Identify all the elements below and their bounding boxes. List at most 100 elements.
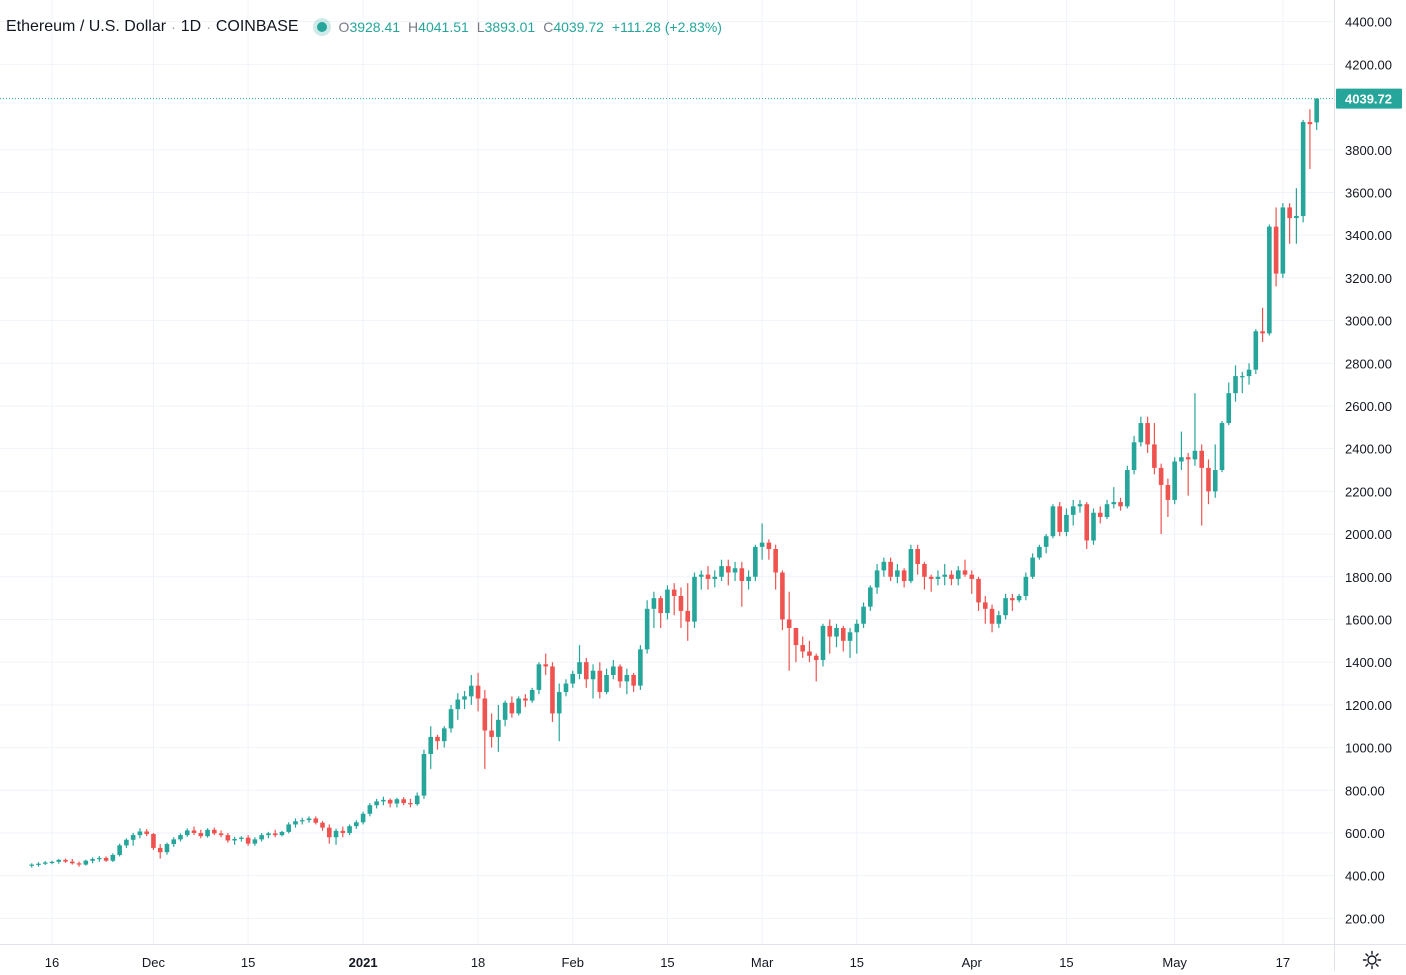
open-value: 3928.41 [349, 19, 401, 35]
candle-body [807, 651, 812, 656]
candle-body [56, 859, 62, 862]
candle-body [1145, 423, 1150, 445]
candle-body [577, 662, 582, 674]
candle-body [895, 570, 900, 577]
symbol-title[interactable]: Ethereum / U.S. Dollar [6, 18, 167, 35]
candle-body [529, 689, 535, 701]
candle-body [732, 568, 738, 573]
candle-body [408, 803, 413, 805]
candle-body [759, 542, 765, 547]
candle-body [103, 857, 109, 861]
candle-body [509, 702, 515, 714]
candle-body [469, 685, 474, 697]
candle-body [1043, 536, 1049, 547]
open-label: O [338, 19, 350, 35]
candle-body [76, 863, 82, 865]
candle-body [976, 578, 981, 603]
ohlc-high: H 4041.51 [408, 19, 469, 35]
price-tick-label: 400.00 [1345, 869, 1385, 884]
candle-body [279, 831, 285, 836]
candle-body [421, 753, 427, 796]
candle-body [1192, 450, 1198, 460]
candle-body [1064, 514, 1069, 532]
interval-label[interactable]: 1D [180, 18, 202, 35]
candle-body [631, 674, 636, 686]
price-tick-label: 4400.00 [1345, 15, 1392, 30]
price-tick-label: 4200.00 [1345, 57, 1392, 72]
candle-body [381, 799, 386, 802]
price-tick-label: 3600.00 [1345, 185, 1392, 200]
candle-body [563, 683, 569, 693]
candle-body [198, 832, 204, 837]
gear-icon[interactable] [1362, 950, 1382, 970]
candle-body [1016, 595, 1022, 601]
candle-body [949, 574, 954, 579]
candle-body [827, 625, 833, 637]
candle-body [218, 833, 224, 836]
candle-body [874, 570, 880, 588]
candle-body [989, 608, 995, 624]
candle-body [861, 606, 866, 624]
candle-body [1287, 207, 1292, 219]
candle-body [42, 862, 48, 864]
candle-body [1077, 504, 1083, 507]
candle-body [570, 673, 576, 684]
last-price-label: 4039.72 [1345, 92, 1392, 107]
high-value: 4041.51 [418, 19, 469, 35]
candle-body [435, 736, 440, 742]
ohlc-values: O 3928.41 H 4041.51 L 3893.01 C 4039.72 +111… [339, 19, 722, 35]
candle-body [901, 570, 907, 582]
candle-body [29, 864, 35, 866]
candle-body [502, 702, 508, 720]
candle-body [313, 818, 319, 823]
candle-body [766, 542, 772, 550]
candle-body [780, 572, 785, 620]
candle-body [475, 685, 481, 699]
candle-body [583, 662, 589, 680]
candle-body [1111, 502, 1117, 505]
candle-body [1030, 557, 1035, 577]
candle-body [840, 628, 846, 641]
candle-body [996, 615, 1002, 624]
candle-body [800, 645, 805, 652]
candle-body [137, 831, 143, 836]
high-label: H [408, 19, 419, 35]
candle-body [360, 813, 366, 823]
candle-body [1125, 470, 1130, 507]
candle-body [299, 820, 305, 822]
candle-body [1226, 393, 1232, 424]
candle-body [1131, 442, 1137, 471]
candle-body [739, 568, 745, 582]
candle-body [63, 859, 68, 862]
price-tick-label: 3800.00 [1345, 143, 1392, 158]
candle-body [1314, 98, 1319, 123]
low-value: 3893.01 [484, 19, 536, 35]
candle-body [942, 574, 948, 577]
candle-body [374, 801, 379, 806]
candle-body [665, 589, 670, 614]
candle-body [49, 861, 55, 864]
time-tick-label: 2021 [349, 955, 378, 970]
candle-body [1138, 423, 1144, 443]
candle-body [266, 833, 271, 836]
candle-body [1219, 423, 1225, 471]
candle-body [658, 598, 663, 614]
time-tick-label: 16 [45, 955, 59, 970]
candle-body [753, 546, 758, 577]
candle-body [387, 799, 393, 804]
candle-body [834, 628, 839, 637]
candle-body [184, 830, 190, 836]
candle-body [320, 822, 325, 828]
candle-body [1097, 512, 1103, 517]
exchange-label[interactable]: COINBASE [215, 18, 299, 35]
price-tick-label: 2600.00 [1345, 399, 1392, 414]
price-tick-label: 2200.00 [1345, 484, 1392, 499]
candle-body [719, 566, 724, 577]
time-tick-label: 15 [660, 955, 674, 970]
candle-body [915, 549, 920, 564]
candle-body [847, 632, 853, 641]
candle-body [611, 666, 616, 675]
candle-body [644, 608, 650, 650]
candle-body [1152, 444, 1157, 468]
